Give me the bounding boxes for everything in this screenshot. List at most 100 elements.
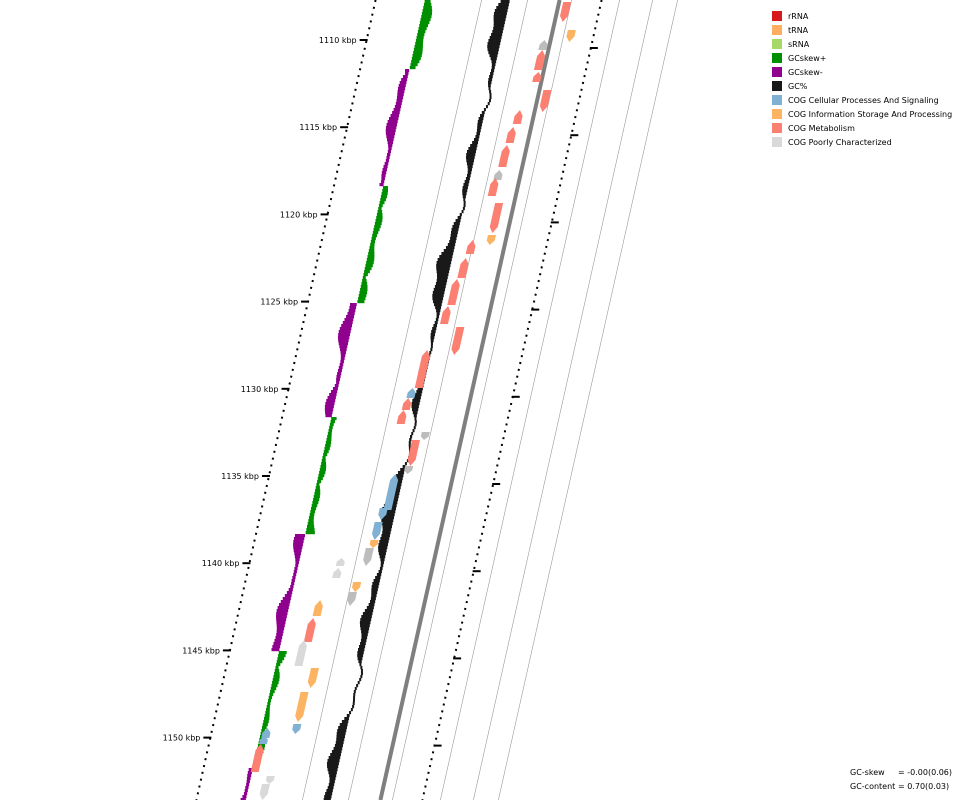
- gc-content-bar: [467, 171, 472, 175]
- gene-feature: [265, 776, 275, 784]
- feature-tracks: [250, 2, 576, 800]
- gc-content-bar: [360, 642, 366, 646]
- gc-content-bar: [378, 552, 386, 556]
- gc-skew-minus-bar: [405, 72, 409, 76]
- gc-content-bar: [449, 240, 456, 244]
- gc-skew-minus-bar: [294, 567, 298, 571]
- gc-skew-plus-bar: [305, 531, 315, 535]
- legend-label: tRNA: [788, 25, 809, 35]
- gc-content-bar: [488, 87, 491, 91]
- gc-content-bar: [488, 51, 499, 55]
- gc-content-bar: [328, 756, 341, 760]
- gc-content-bar: [346, 714, 350, 718]
- gc-content-bar: [466, 174, 471, 178]
- gc-skew-plus-bar: [328, 429, 333, 433]
- gc-skew-plus-bar: [366, 261, 374, 265]
- gc-content-bar: [354, 687, 357, 691]
- gc-content-bar: [382, 528, 392, 532]
- gc-skew-plus-bar: [368, 252, 375, 256]
- gc-skew-plus-bar: [421, 15, 432, 19]
- gc-content-stat-label: GC-content: [850, 782, 896, 791]
- track-line: [392, 0, 572, 800]
- gc-content-bar: [436, 309, 441, 313]
- gc-skew-plus-bar: [309, 516, 314, 520]
- gene-feature: [404, 466, 414, 474]
- gc-content-bar: [341, 720, 349, 724]
- gc-skew-minus-bar: [396, 96, 404, 100]
- gc-content-bar: [498, 3, 509, 7]
- gc-skew-minus-bar: [339, 327, 352, 331]
- gc-skew-minus-bar: [284, 594, 292, 598]
- gc-content-bar: [435, 282, 447, 286]
- gc-content-bar: [435, 306, 442, 310]
- gc-content-bar: [480, 114, 485, 118]
- ruler-ring-outer: [195, 0, 377, 800]
- gc-skew-minus-bar: [340, 354, 346, 358]
- gc-content-bar: [465, 177, 470, 181]
- gc-skew-plus-bar: [374, 225, 381, 229]
- gc-content-bar: [436, 279, 448, 283]
- gc-content-bar: [380, 537, 390, 541]
- gc-content-bar: [467, 165, 473, 169]
- gc-content-bar: [417, 387, 423, 391]
- gene-feature: [406, 388, 416, 398]
- gc-content-bar: [453, 222, 460, 226]
- gc-content-bar: [360, 672, 363, 676]
- gc-content-bar: [450, 237, 457, 241]
- gene-feature: [440, 306, 451, 324]
- gc-skew-minus-bar: [324, 408, 334, 412]
- gc-skew-plus-bar: [270, 690, 275, 694]
- gc-content-bar: [489, 90, 492, 94]
- gc-content-bar: [413, 414, 417, 418]
- gc-skew-plus-bar: [381, 192, 388, 196]
- gc-content-bar: [357, 654, 364, 658]
- gene-feature: [250, 744, 264, 772]
- gc-skew-plus-bar: [323, 450, 329, 454]
- gc-skew-plus-bar: [358, 294, 367, 298]
- gc-content-bar: [353, 696, 356, 700]
- gc-content-bar: [491, 69, 495, 73]
- gc-skew-plus-bar: [369, 246, 375, 250]
- gc-skew-plus-bar: [274, 669, 280, 673]
- gc-content-bar: [490, 72, 494, 76]
- gc-content-bar: [447, 243, 456, 247]
- gc-skew-minus-bar: [341, 324, 353, 328]
- gc-skew-minus-bar: [280, 600, 291, 604]
- gene-feature: [396, 410, 407, 424]
- gc-content-bar: [493, 24, 505, 28]
- gc-skew-plus-bar: [277, 657, 285, 661]
- gc-skew-plus-bar: [275, 666, 279, 670]
- gc-content-bar: [370, 597, 376, 601]
- gc-skew-minus-bar: [402, 75, 408, 79]
- gc-skew-minus-bar: [342, 321, 353, 325]
- gc-content-bar: [432, 294, 444, 298]
- backbone-line: [378, 0, 562, 800]
- gc-content-bar: [463, 198, 466, 202]
- gene-feature: [352, 582, 362, 592]
- gc-content-stat: GC-content = 0.70(0.03): [850, 780, 952, 794]
- gc-content-bar: [357, 681, 360, 685]
- gc-content-bar: [380, 513, 395, 517]
- gc-skew-plus-bar: [382, 186, 388, 190]
- gc-content-bar: [487, 48, 499, 52]
- gc-content-bar: [336, 735, 345, 739]
- gc-content-bar: [368, 603, 375, 607]
- gc-skew-minus-bar: [290, 585, 294, 589]
- gc-content-bar: [371, 594, 377, 598]
- gc-skew-plus-bar: [378, 204, 383, 208]
- gc-content-bar: [361, 633, 368, 637]
- gc-content-bar: [376, 573, 382, 577]
- gc-skew-minus-bar: [387, 120, 398, 124]
- gc-skew-plus-bar: [416, 36, 424, 40]
- gc-skew-plus-bar: [311, 507, 317, 511]
- gc-skew-plus-bar: [360, 285, 368, 289]
- gc-content-bar: [371, 588, 378, 592]
- gc-content-bar: [337, 729, 347, 733]
- gc-skew-plus-bar: [326, 438, 332, 442]
- gc-skew-plus-bar: [419, 21, 430, 25]
- gc-skew-minus-bar: [386, 135, 395, 139]
- gc-skew-minus-bar: [382, 168, 387, 172]
- gc-skew-plus-bar: [375, 219, 383, 223]
- gc-skew-plus-bar: [266, 705, 270, 709]
- gc-skew-plus-bar: [413, 51, 423, 55]
